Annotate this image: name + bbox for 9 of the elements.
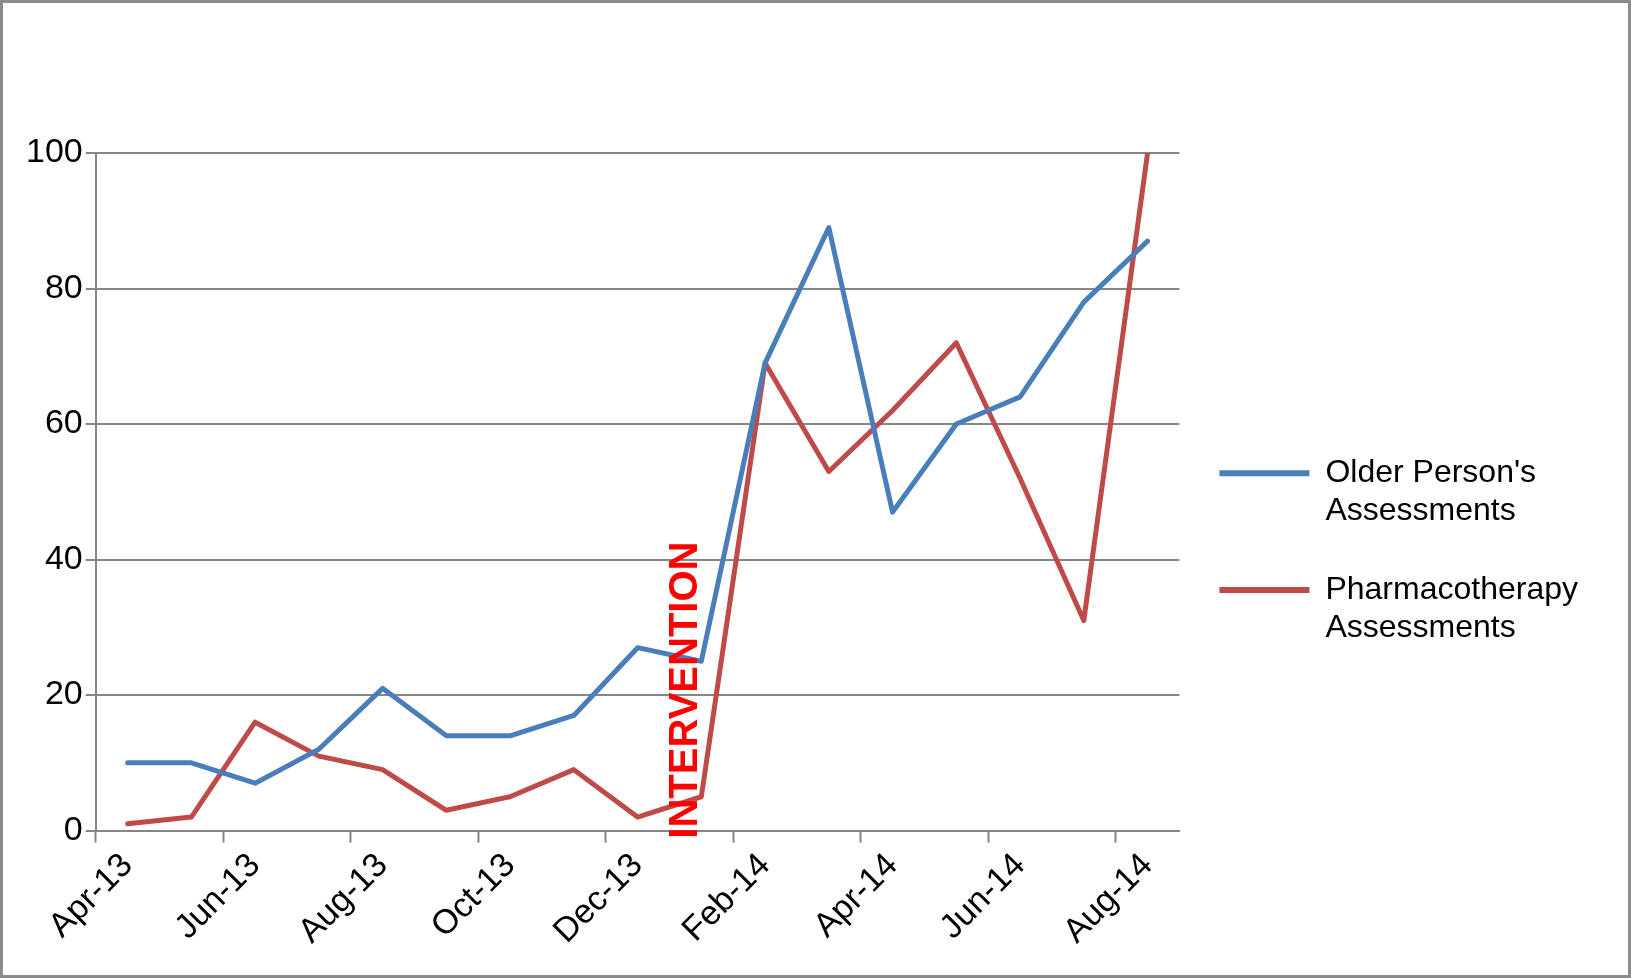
annotation: INTERVENTION — [661, 541, 706, 839]
y-tick-label: 40 — [44, 537, 83, 576]
y-tick-label: 20 — [44, 673, 83, 712]
y-tick-label: 0 — [63, 809, 83, 847]
y-tick-label: 80 — [44, 266, 83, 305]
legend-label: Pharmacotherapy Assessments — [1325, 569, 1578, 645]
y-tick-label: 60 — [44, 402, 83, 441]
y-tick-label: 100 — [25, 131, 83, 170]
legend-label: Older Person's Assessments — [1325, 453, 1537, 528]
